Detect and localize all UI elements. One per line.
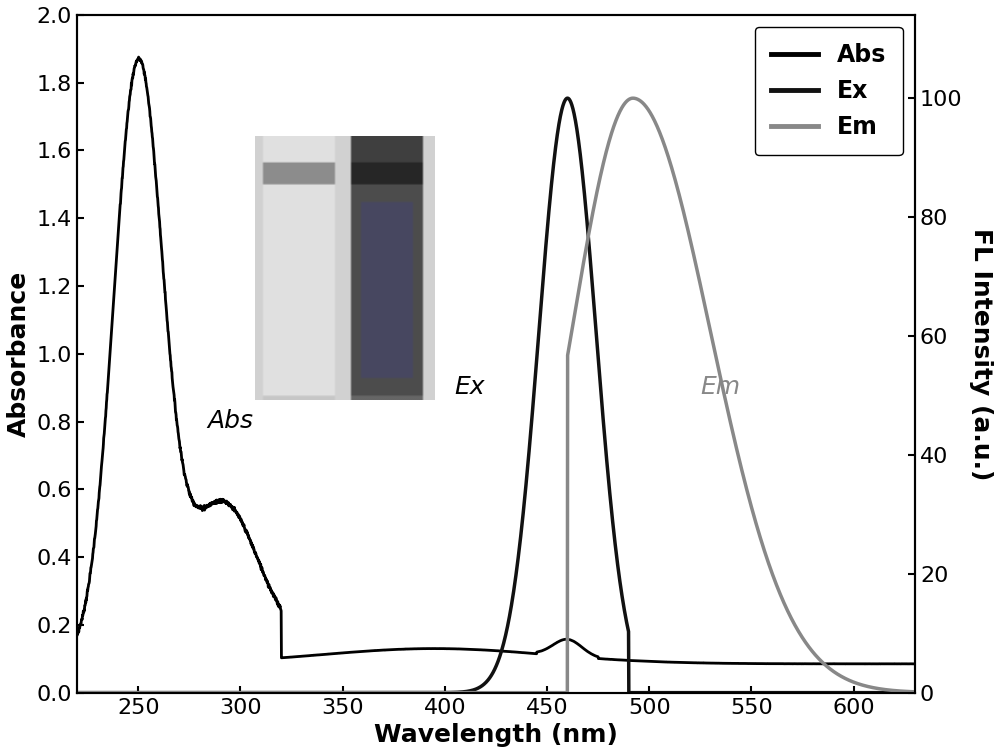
Abs: [909, 659, 921, 668]
Text: Em: Em: [701, 375, 741, 400]
Ex: [216, 688, 228, 697]
Abs: [893, 659, 905, 668]
Y-axis label: Absorbance: Absorbance: [7, 271, 31, 437]
X-axis label: Wavelength (nm): Wavelength (nm): [374, 723, 618, 747]
Abs: [133, 53, 145, 62]
Line: Abs: Abs: [77, 57, 915, 664]
Abs: [393, 645, 405, 654]
Em: [627, 93, 639, 103]
Ex: [909, 688, 921, 697]
Em: [166, 688, 178, 697]
Ex: [166, 688, 178, 697]
Y-axis label: FL Intensity (a.u.): FL Intensity (a.u.): [969, 228, 993, 480]
Em: [893, 686, 905, 695]
Em: [429, 688, 441, 697]
Abs: [167, 379, 179, 388]
Text: Ex: Ex: [454, 375, 485, 400]
Ex: [562, 93, 574, 103]
Abs: [429, 644, 441, 653]
Ex: [893, 688, 905, 697]
Text: Abs: Abs: [207, 409, 253, 434]
Line: Ex: Ex: [77, 98, 915, 693]
Line: Em: Em: [77, 98, 915, 693]
Abs: [216, 495, 228, 504]
Em: [216, 688, 228, 697]
Abs: [877, 660, 889, 669]
Em: [803, 642, 815, 651]
Abs: [803, 659, 815, 668]
Legend: Abs, Ex, Em: Abs, Ex, Em: [755, 26, 903, 155]
Ex: [803, 688, 815, 697]
Ex: [71, 688, 83, 697]
Em: [392, 688, 404, 697]
Ex: [392, 688, 404, 697]
Abs: [71, 630, 83, 639]
Ex: [429, 688, 441, 697]
Em: [909, 688, 921, 697]
Em: [71, 688, 83, 697]
